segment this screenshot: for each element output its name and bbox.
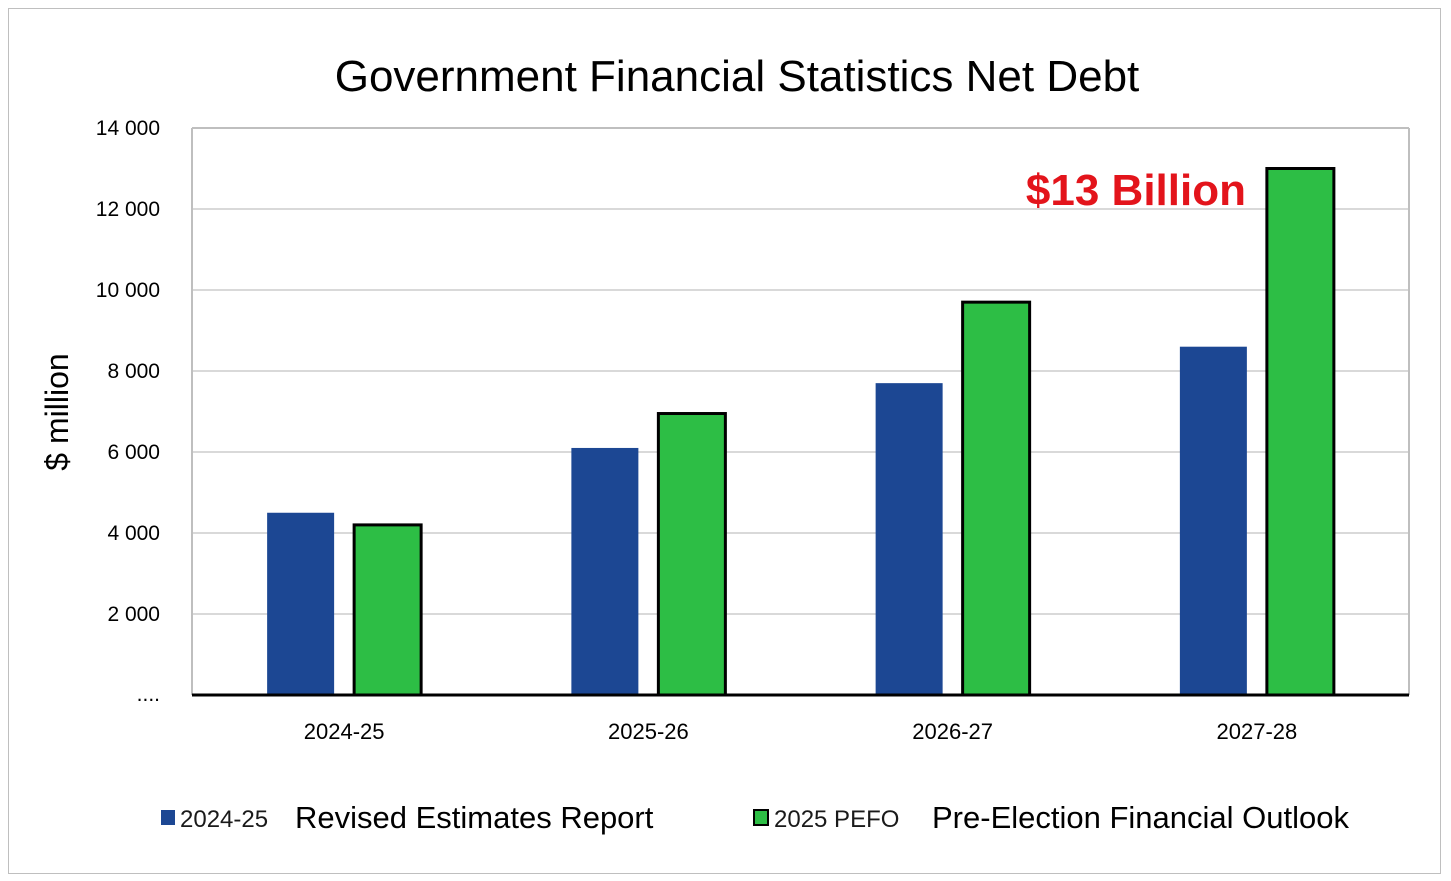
y-tick-label: 10 000 — [96, 279, 160, 302]
legend: 2024-25 Revised Estimates Report 2025 PE… — [161, 800, 1349, 835]
legend-swatch-revised — [161, 810, 175, 825]
x-tick-label: 2027-28 — [1217, 719, 1298, 744]
legend-label-pefo: Pre-Election Financial Outlook — [932, 800, 1349, 835]
y-tick-label: 8 000 — [107, 360, 160, 383]
bar-pefo-2025-26 — [656, 412, 727, 697]
y-tick-label: 2 000 — [107, 603, 160, 626]
bar-revised-2027-28 — [1179, 346, 1247, 695]
y-tick-label: .... — [137, 683, 160, 706]
legend-prefix-revised: 2024-25 — [180, 806, 268, 833]
y-tick-label: 12 000 — [96, 198, 160, 221]
y-axis-ticks: .... 2 000 4 000 6 000 8 000 10 000 12 000 14 0… — [96, 117, 160, 706]
bar-revised-2026-27 — [875, 383, 943, 695]
bar-revised-2025-26 — [571, 447, 639, 695]
legend-prefix-pefo: 2025 PEFO — [774, 806, 899, 833]
bar-pefo-2027-28 — [1265, 167, 1336, 697]
x-tick-label: 2024-25 — [304, 719, 385, 744]
annotation-13-billion: $13 Billion — [1026, 166, 1246, 215]
x-tick-label: 2025-26 — [608, 719, 689, 744]
x-tick-label: 2026-27 — [912, 719, 993, 744]
legend-label-revised: Revised Estimates Report — [295, 800, 654, 835]
y-tick-label: 14 000 — [96, 117, 160, 140]
legend-swatch-pefo — [753, 809, 769, 826]
plot-border — [191, 127, 1410, 697]
y-axis-label: $ million — [39, 353, 75, 470]
y-tick-label: 6 000 — [107, 441, 160, 464]
x-axis-ticks: 2024-25 2025-26 2026-27 2027-28 — [304, 719, 1298, 744]
bar-revised-2024-25 — [267, 512, 335, 695]
bars — [267, 167, 1336, 697]
chart-title: Government Financial Statistics Net Debt — [335, 52, 1140, 101]
y-tick-label: 4 000 — [107, 522, 160, 545]
bar-pefo-2026-27 — [961, 300, 1032, 697]
bar-pefo-2024-25 — [352, 523, 423, 697]
